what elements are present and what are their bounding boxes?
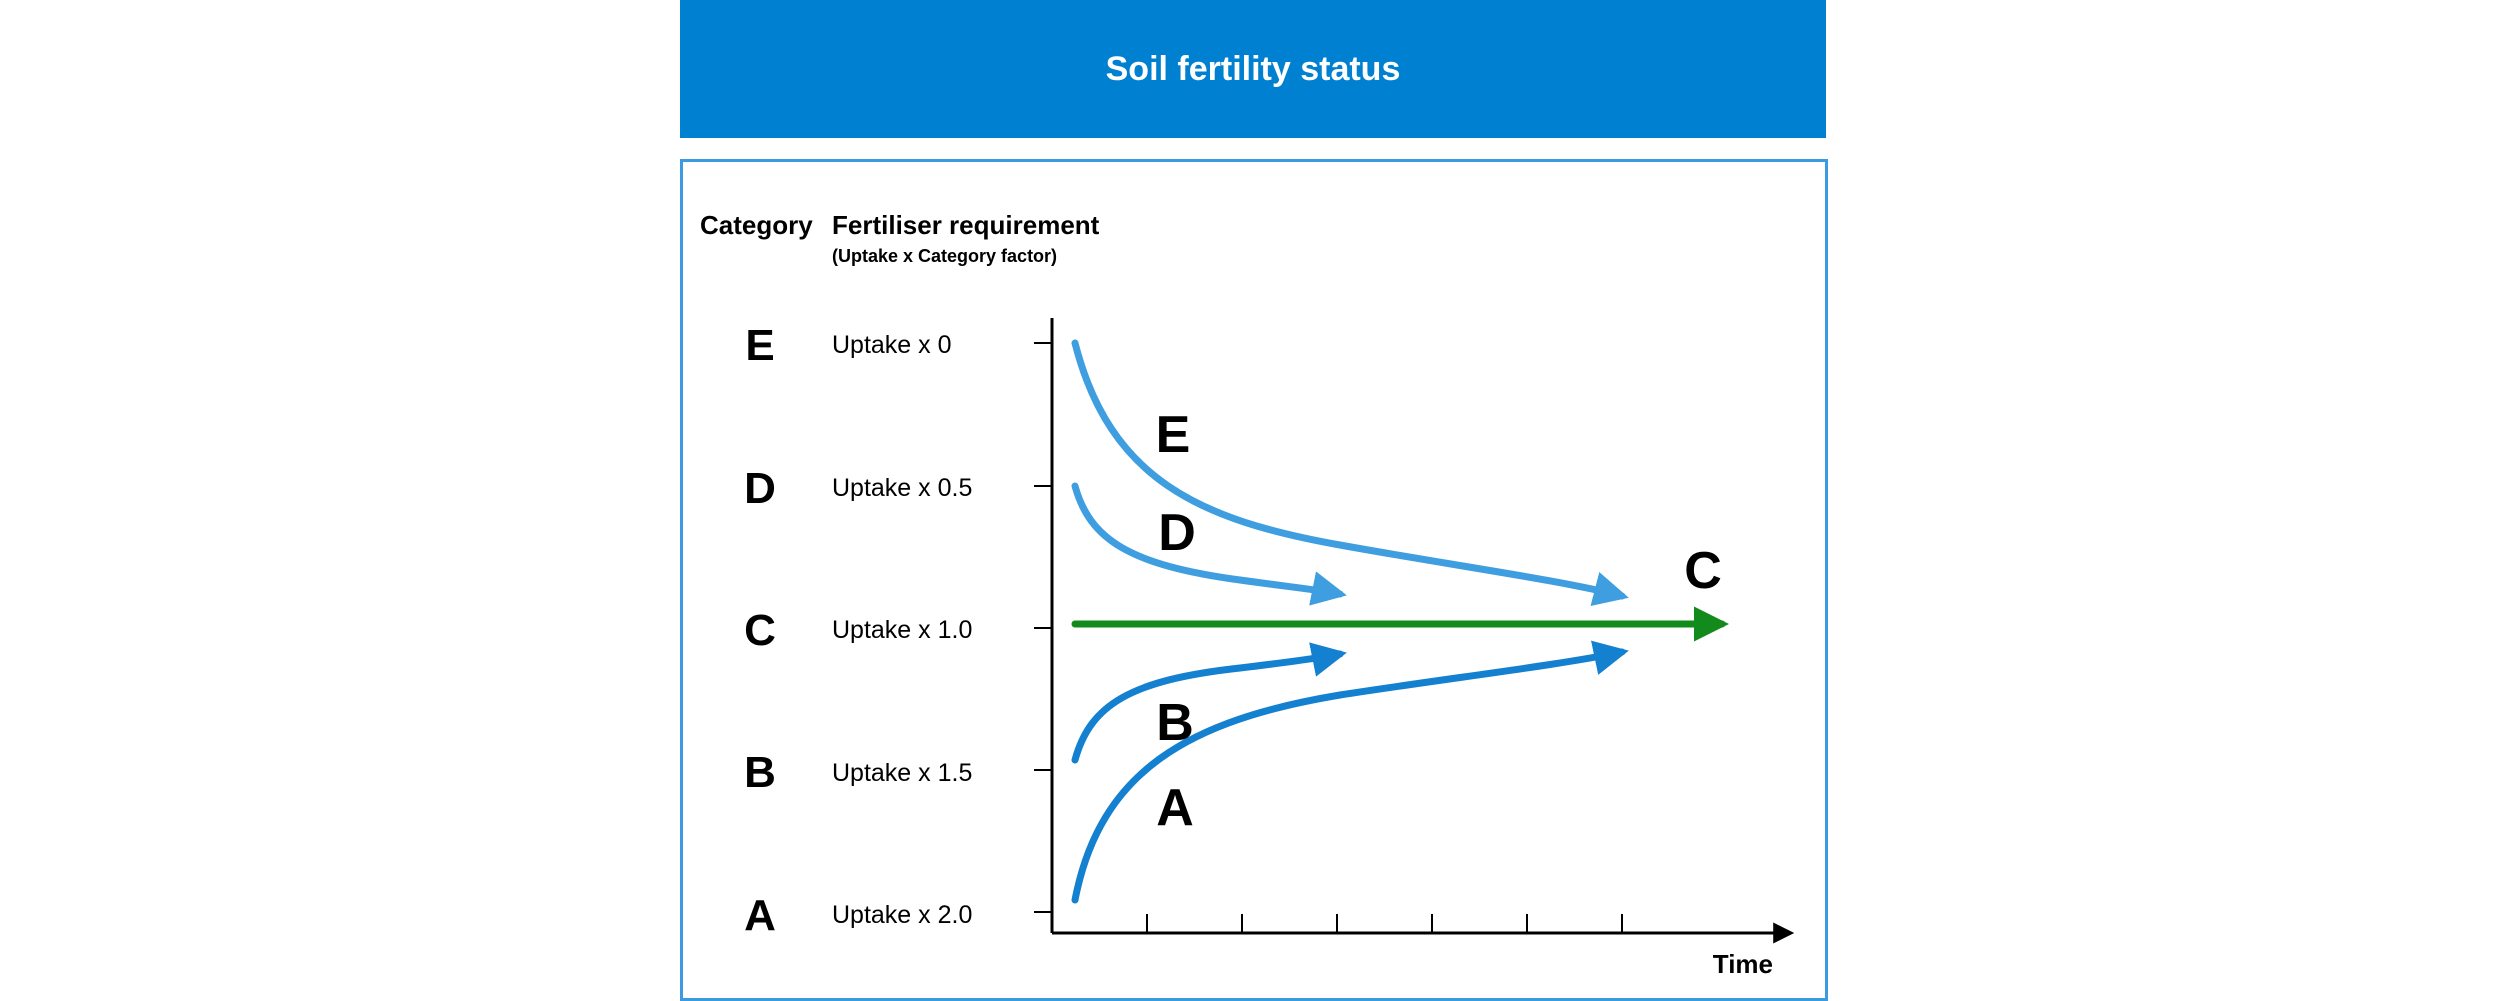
curve-label-a: A	[1156, 779, 1194, 837]
category-label-e: E	[745, 321, 774, 370]
curve-label-e: E	[1156, 406, 1191, 464]
curve-e	[1071, 339, 1629, 606]
category-label-c: C	[744, 606, 776, 655]
curve-label-d: D	[1158, 504, 1196, 562]
curve-b	[1071, 642, 1347, 764]
requirement-a: Uptake x 2.0	[832, 901, 972, 929]
category-label-a: A	[744, 891, 776, 940]
curve-d	[1071, 482, 1347, 606]
requirement-b: Uptake x 1.5	[832, 759, 972, 787]
requirement-heading: Fertiliser requirement	[832, 210, 1100, 240]
requirement-d: Uptake x 0.5	[832, 474, 972, 502]
category-label-b: B	[744, 748, 776, 797]
page-header: Soil fertility status	[680, 0, 1826, 138]
page-title: Soil fertility status	[1105, 49, 1401, 88]
curve-a	[1071, 640, 1629, 904]
requirement-c: Uptake x 1.0	[832, 616, 972, 644]
category-label-d: D	[744, 464, 776, 513]
curve-label-c: C	[1684, 542, 1722, 600]
x-axis-label: Time	[1713, 949, 1773, 979]
requirement-e: Uptake x 0	[832, 331, 952, 359]
requirement-note: (Uptake x Category factor)	[832, 246, 1057, 266]
curve-label-b: B	[1156, 694, 1194, 752]
category-heading: Category	[700, 210, 813, 240]
